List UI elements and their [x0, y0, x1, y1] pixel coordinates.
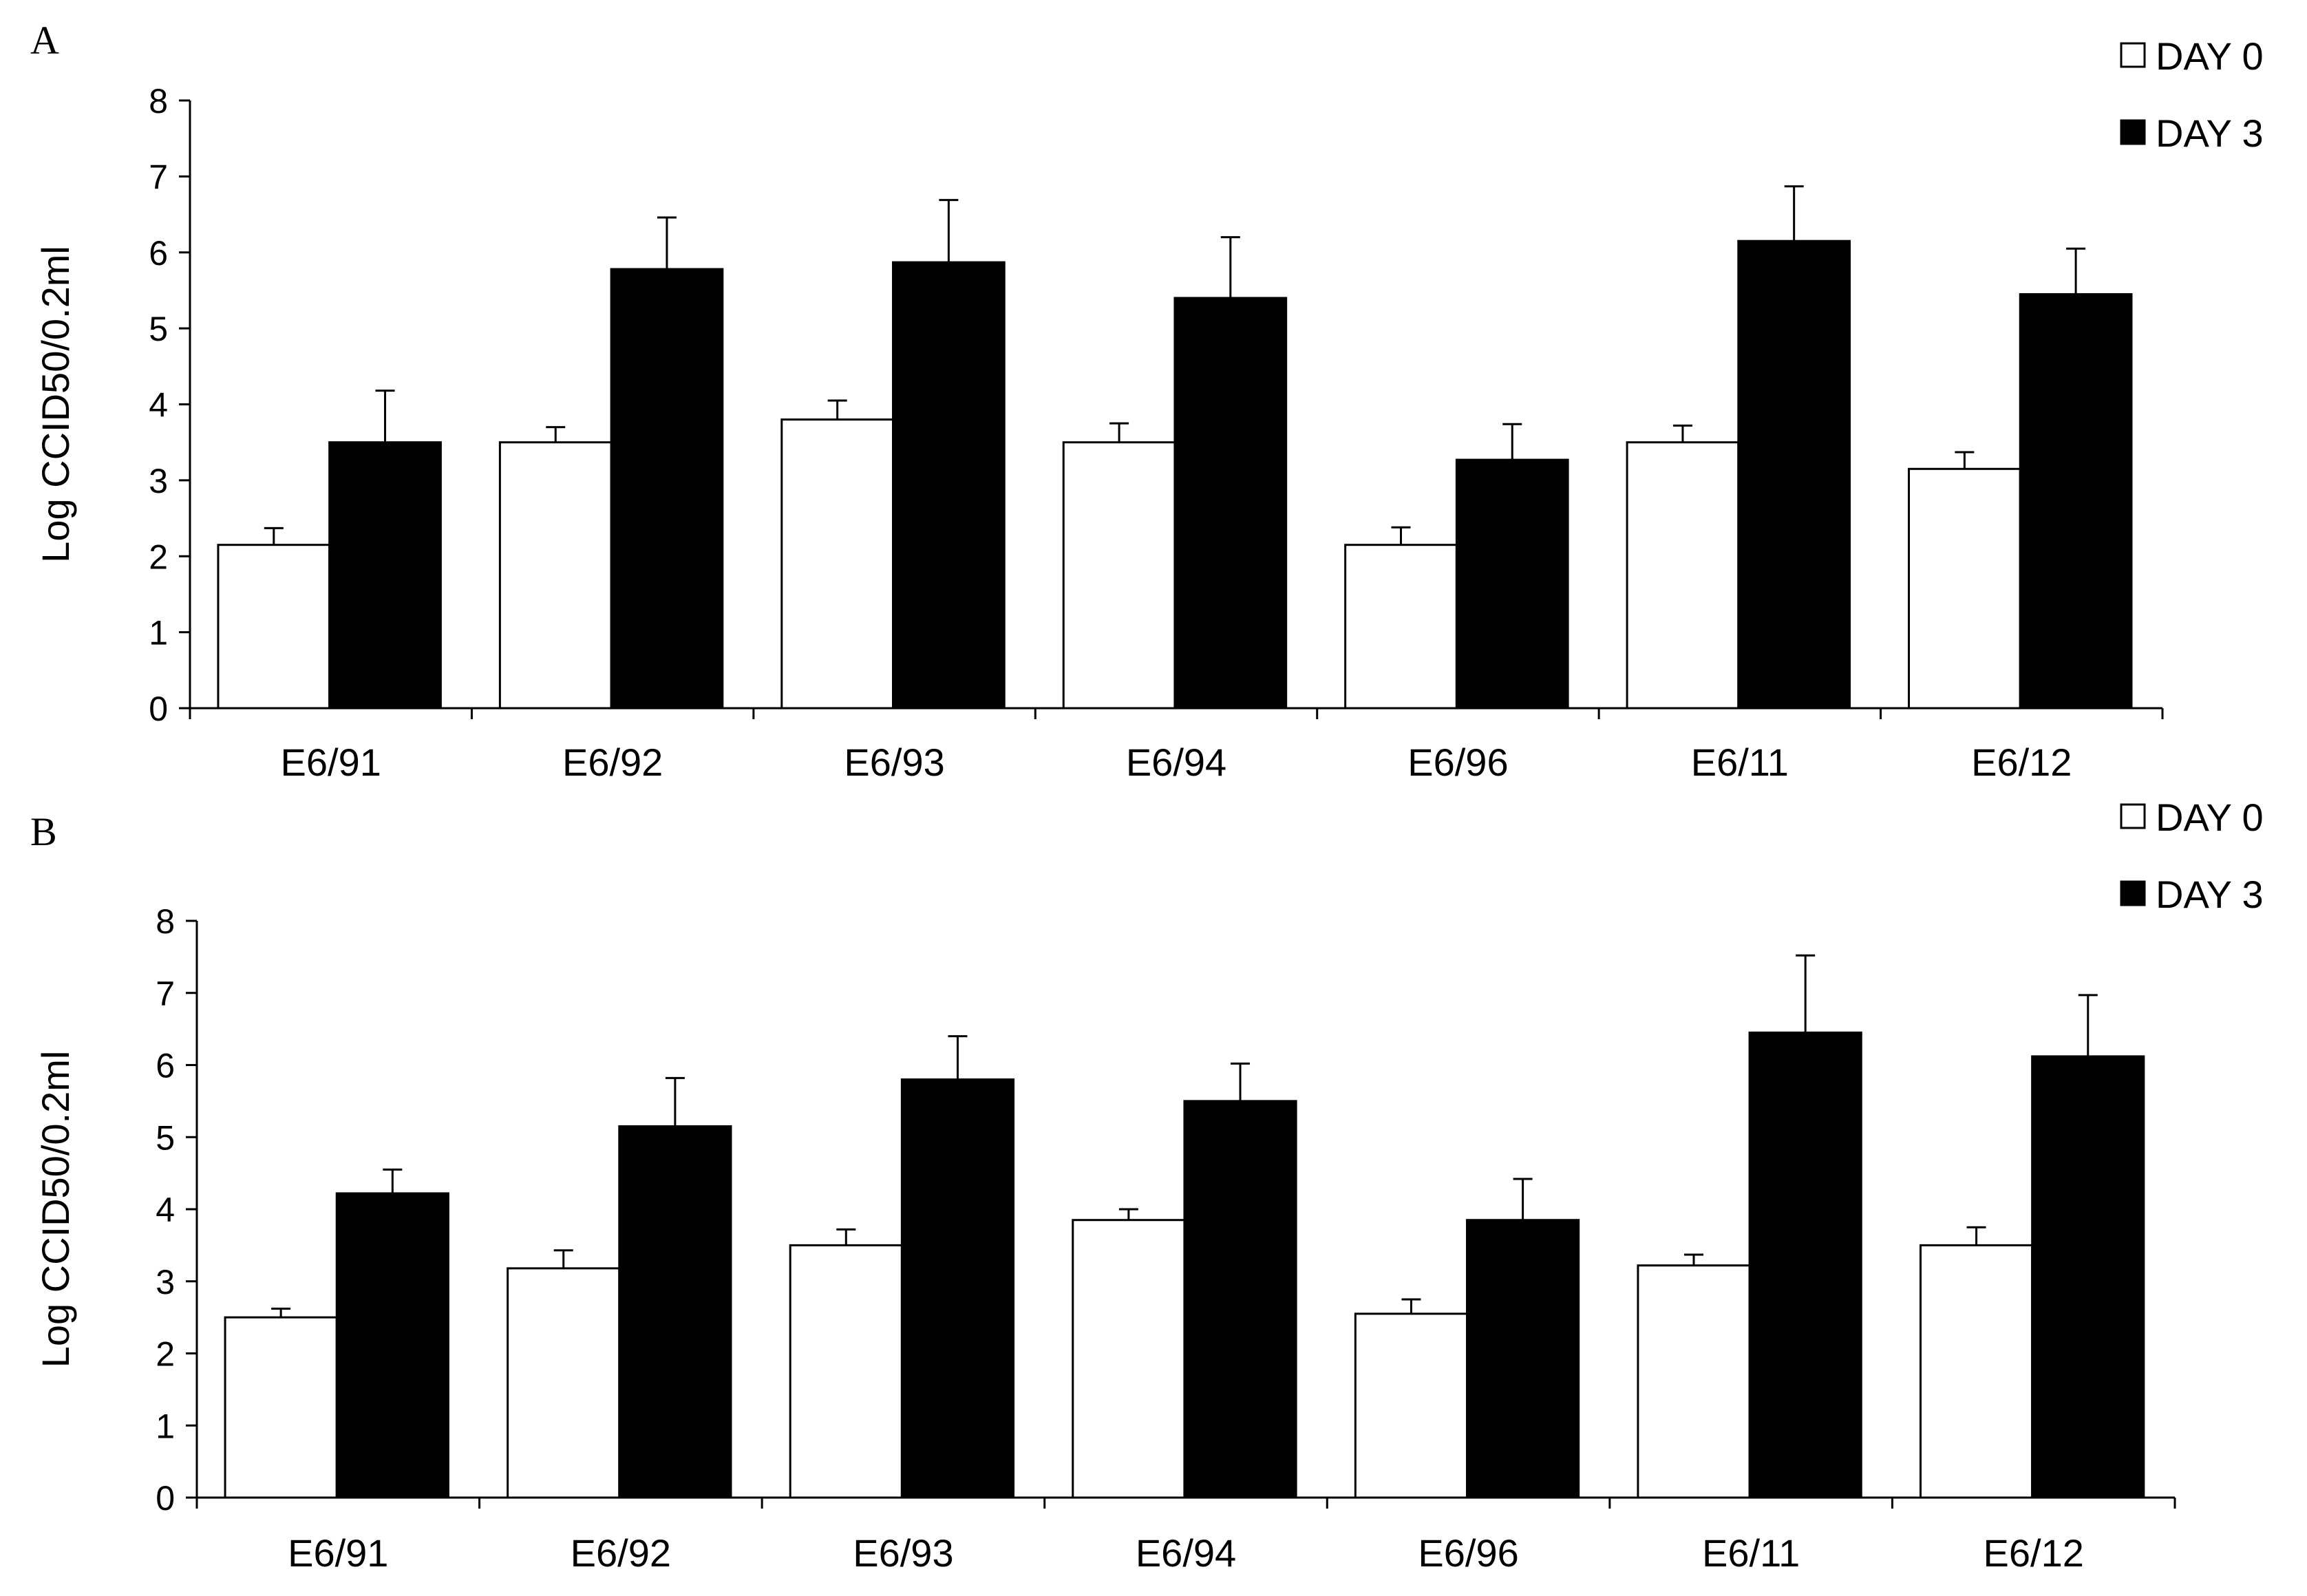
y-axis-label: Log CCID50/0.2ml: [34, 246, 77, 563]
legend-label: DAY 0: [2156, 796, 2264, 839]
y-tick-label: 1: [149, 614, 168, 652]
y-tick-label: 2: [149, 538, 168, 576]
bar-day-0: [1626, 441, 1740, 710]
y-tick-label: 7: [149, 158, 168, 196]
bar-day-0: [780, 418, 895, 710]
bar-day-3: [1183, 1100, 1297, 1499]
bar-day-0: [1919, 1244, 2034, 1499]
y-tick-label: 3: [156, 1263, 175, 1301]
bar-day-3: [618, 1125, 732, 1499]
legend: DAY 0 DAY 3: [2120, 34, 2264, 155]
bar-day-3: [1455, 458, 1569, 710]
chart-panel-b: B 0 1 2 3 4 5 6 7 8 Log CCID50/0.2ml E6/91 E6/92 E6/9…: [30, 796, 2264, 1575]
bar-day-0: [1354, 1312, 1469, 1499]
y-tick-label: 8: [149, 82, 168, 120]
bar-day-3: [1748, 1031, 1862, 1499]
bar-day-3: [2019, 292, 2133, 710]
bar-day-0: [1908, 467, 2021, 710]
legend: DAY 0 DAY 3: [2120, 796, 2264, 916]
bar-day-0: [1344, 544, 1458, 710]
bar-day-0: [507, 1267, 621, 1499]
x-tick-label: E6/92: [562, 741, 663, 784]
bar-day-0: [224, 1316, 338, 1499]
chart-panel-a: A 0 1 2 3 4 5 6 7 8 Log CCID50/0.2ml E6/91 E6/92 E6/9…: [30, 18, 2264, 784]
x-tick-label: E6/12: [1984, 1531, 2084, 1575]
y-tick-label: 6: [156, 1047, 175, 1085]
bar-day-3: [1173, 297, 1288, 710]
legend-label: DAY 0: [2156, 34, 2264, 78]
y-tick-label: 8: [156, 902, 175, 941]
y-tick-label: 2: [156, 1335, 175, 1374]
legend-swatch: [2120, 119, 2146, 145]
x-tick-label: E6/94: [1136, 1531, 1236, 1575]
legend-swatch: [2120, 880, 2146, 906]
panel-letter: A: [30, 18, 59, 63]
bar-day-0: [217, 544, 331, 710]
y-tick-label: 0: [149, 690, 168, 728]
bar-day-3: [2031, 1055, 2145, 1499]
bar-day-3: [1466, 1219, 1580, 1499]
x-tick-label: E6/91: [288, 1531, 388, 1575]
bar-day-0: [1072, 1219, 1186, 1499]
x-tick-label: E6/93: [844, 741, 944, 784]
bar-day-0: [498, 441, 613, 710]
bar-day-0: [1062, 441, 1176, 710]
y-tick-label: 4: [156, 1191, 175, 1229]
bar-day-3: [1737, 240, 1851, 710]
bar-day-3: [892, 261, 1006, 710]
bar-day-3: [900, 1078, 1015, 1499]
bar-day-3: [328, 441, 442, 710]
legend-label: DAY 3: [2156, 111, 2264, 155]
x-tick-label: E6/96: [1407, 741, 1508, 784]
y-tick-label: 1: [156, 1407, 175, 1445]
panel-letter: B: [30, 809, 57, 854]
y-tick-label: 7: [156, 975, 175, 1013]
y-tick-label: 0: [156, 1479, 175, 1518]
x-tick-label: E6/11: [1691, 741, 1789, 784]
bar-day-0: [789, 1244, 903, 1499]
bar-day-3: [610, 268, 724, 710]
y-tick-label: 5: [156, 1118, 175, 1157]
x-tick-label: E6/94: [1126, 741, 1226, 784]
y-tick-label: 5: [149, 310, 168, 348]
y-tick-label: 4: [149, 386, 168, 425]
x-tick-label: E6/12: [1971, 741, 2072, 784]
x-tick-label: E6/92: [571, 1531, 671, 1575]
bar-day-3: [335, 1192, 449, 1499]
y-axis-label: Log CCID50/0.2ml: [34, 1051, 77, 1368]
bar-day-0: [1637, 1264, 1751, 1499]
x-tick-label: E6/91: [281, 741, 381, 784]
legend-swatch: [2120, 803, 2146, 829]
x-tick-label: E6/96: [1418, 1531, 1518, 1575]
x-tick-label: E6/93: [853, 1531, 953, 1575]
y-tick-label: 3: [149, 462, 168, 500]
x-tick-label: E6/11: [1702, 1531, 1800, 1575]
legend-label: DAY 3: [2156, 873, 2264, 916]
y-tick-label: 6: [149, 234, 168, 273]
legend-swatch: [2120, 42, 2146, 68]
